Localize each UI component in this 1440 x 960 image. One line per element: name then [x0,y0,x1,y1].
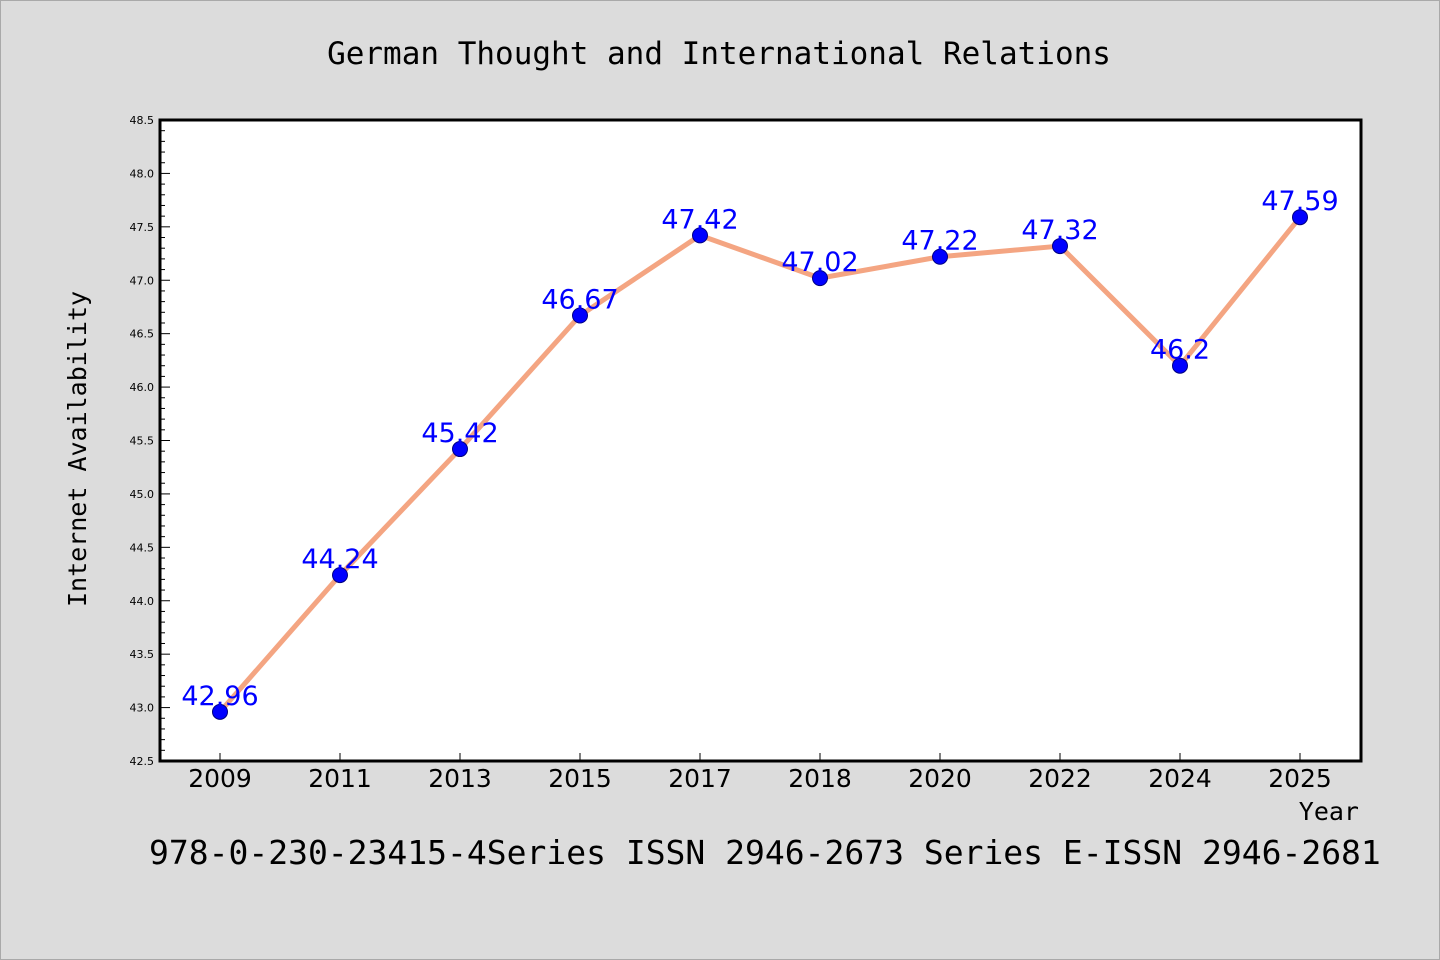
x-tick-label: 2025 [1268,764,1332,793]
data-label: 47.42 [661,204,738,235]
series-line [218,215,1302,714]
y-tick-label: 42.5 [130,755,155,768]
data-point [212,703,228,720]
y-tick-label: 45.5 [130,435,155,448]
data-label: 46.67 [541,285,618,316]
data-label: 45.42 [421,418,498,449]
x-tick-label: 2020 [908,764,972,793]
data-label: 47.32 [1021,215,1098,246]
y-axis-label: Internet Availability [63,291,92,607]
y-tick-label: 47.5 [130,221,155,234]
data-series [212,209,1308,720]
data-point [1172,357,1188,374]
chart-title: German Thought and International Relatio… [327,36,1111,72]
data-point [932,248,948,265]
data-label: 47.59 [1261,186,1338,217]
data-point [1052,238,1068,255]
data-point [1292,209,1308,226]
y-tick-label: 48.5 [130,114,155,127]
data-label: 42.96 [181,681,258,712]
x-axis-label: Year [1299,797,1359,826]
y-tick-label: 45.0 [130,488,155,501]
x-tick-label: 2022 [1028,764,1092,793]
y-tick-label: 46.0 [130,381,155,394]
y-tick-label: 44.5 [130,541,155,554]
y-tick-label: 43.0 [130,702,155,715]
data-point [572,307,588,324]
y-tick-label: 43.5 [130,648,155,661]
data-point [332,567,348,584]
isbn-issn-caption: 978-0-230-23415-4Series ISSN 2946-2673 S… [149,833,1381,872]
y-axis: 42.5 43.0 43.5 44.0 44.5 45.0 45.5 46.0 46.5 47.0… [130,114,170,768]
x-tick-label: 2017 [668,764,732,793]
x-tick-label: 2024 [1148,764,1212,793]
data-label: 46.2 [1150,335,1210,366]
y-tick-label: 44.0 [130,595,155,608]
plot-area [158,118,1363,763]
data-point [812,270,828,287]
x-tick-label: 2011 [308,764,372,793]
x-tick-label: 2009 [188,764,252,793]
data-labels: 42.96 44.24 45.42 46.67 47.42 47.02 47.22 47.32… [181,186,1338,712]
x-tick-label: 2018 [788,764,852,793]
y-tick-label: 48.0 [130,167,155,180]
data-point [692,227,708,244]
data-point [452,441,468,458]
x-tick-label: 2015 [548,764,612,793]
y-tick-label: 47.0 [130,274,155,287]
x-tick-label: 2013 [428,764,492,793]
y-tick-label: 46.5 [130,328,155,341]
data-label: 47.22 [901,226,978,257]
data-label: 47.02 [781,247,858,278]
x-axis: 2009 2011 2013 2015 2017 2018 2020 2022 2024 2025 [188,753,1332,793]
data-label: 44.24 [301,544,378,575]
